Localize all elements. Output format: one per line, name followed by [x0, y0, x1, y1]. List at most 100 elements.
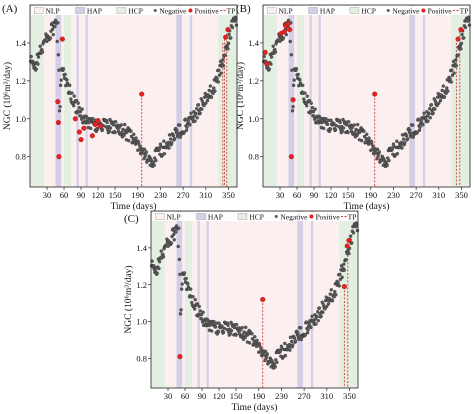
- negative-point: [433, 107, 437, 111]
- x-tick-label: 190: [364, 190, 377, 200]
- positive-point: [95, 118, 101, 124]
- negative-point: [157, 259, 162, 264]
- hcp-band: [339, 211, 358, 388]
- negative-point: [296, 72, 300, 77]
- legend-nlp-swatch: [33, 7, 44, 14]
- negative-point: [113, 130, 117, 135]
- negative-point: [57, 68, 61, 72]
- negative-point: [259, 347, 263, 351]
- hap-band: [309, 5, 312, 187]
- negative-point: [347, 251, 351, 256]
- legend-negative-label: Negative: [392, 7, 420, 16]
- negative-point: [290, 68, 294, 72]
- negative-point: [321, 310, 325, 315]
- positive-point: [346, 237, 352, 244]
- y-tick-label: 0.8: [248, 152, 259, 162]
- negative-point: [208, 84, 213, 88]
- negative-point: [126, 138, 131, 143]
- legend-positive-label: Positive: [316, 213, 341, 222]
- negative-point: [193, 297, 197, 302]
- negative-point: [459, 47, 463, 51]
- negative-point: [197, 304, 201, 309]
- legend-nlp-swatch: [266, 7, 277, 14]
- negative-point: [182, 130, 186, 134]
- negative-point: [306, 328, 310, 332]
- negative-point: [319, 314, 323, 318]
- negative-point: [34, 67, 38, 71]
- y-axis-title: NGC (10⁶m³/day): [123, 265, 134, 333]
- negative-point: [290, 109, 295, 113]
- negative-point: [400, 146, 404, 150]
- negative-point: [421, 123, 425, 127]
- negative-point: [91, 117, 95, 121]
- x-tick-label: 120: [325, 190, 338, 200]
- negative-point: [312, 114, 316, 118]
- negative-point: [247, 341, 252, 345]
- negative-point: [346, 120, 351, 124]
- y-tick-label: 1.2: [136, 280, 147, 290]
- negative-point: [411, 123, 415, 127]
- negative-point: [144, 150, 148, 154]
- negative-point: [395, 151, 400, 156]
- negative-point: [395, 139, 399, 143]
- negative-point: [174, 230, 178, 234]
- negative-point: [310, 106, 315, 110]
- legend-nlp-label: NLP: [46, 7, 60, 16]
- legend-hap-label: HAP: [320, 7, 335, 16]
- negative-point: [198, 309, 203, 313]
- negative-point: [356, 122, 360, 127]
- negative-point: [344, 258, 348, 262]
- negative-point: [338, 272, 342, 277]
- hcp-band: [30, 5, 44, 187]
- negative-point: [162, 151, 167, 156]
- negative-point: [419, 119, 423, 123]
- negative-point: [294, 66, 299, 71]
- negative-point: [456, 53, 460, 57]
- negative-point: [292, 78, 296, 82]
- negative-point: [316, 318, 320, 323]
- negative-point: [304, 320, 309, 324]
- legend: NLP HAP HCP Negative Positive TP: [264, 6, 469, 16]
- negative-point: [222, 326, 226, 330]
- hcp-band: [218, 5, 237, 187]
- positive-point: [81, 125, 87, 131]
- legend-positive-marker: [188, 8, 193, 13]
- negative-point: [278, 39, 282, 43]
- negative-point: [216, 80, 220, 84]
- negative-point: [212, 319, 216, 324]
- positive-point: [344, 243, 350, 249]
- positive-point: [139, 91, 145, 97]
- negative-point: [240, 325, 245, 330]
- negative-point: [203, 91, 207, 96]
- negative-point: [265, 352, 269, 356]
- negative-point: [369, 139, 374, 143]
- positive-point: [78, 137, 84, 143]
- negative-point: [154, 158, 158, 163]
- negative-point: [107, 129, 112, 134]
- negative-point: [316, 310, 320, 314]
- legend-positive-marker: [421, 8, 426, 13]
- negative-point: [234, 322, 239, 327]
- negative-point: [450, 68, 454, 72]
- positive-point: [264, 61, 270, 67]
- negative-point: [170, 141, 174, 145]
- y-tick-label: 0.8: [136, 354, 147, 364]
- negative-point: [454, 64, 459, 68]
- negative-point: [355, 228, 360, 233]
- negative-point: [178, 312, 183, 316]
- negative-point: [362, 129, 366, 133]
- negative-point: [427, 112, 431, 116]
- hcp-band: [64, 5, 71, 187]
- negative-point: [289, 339, 294, 344]
- negative-point: [79, 114, 83, 118]
- negative-point: [80, 107, 84, 111]
- negative-point: [408, 128, 412, 133]
- negative-point: [428, 106, 432, 111]
- negative-point: [323, 307, 327, 311]
- negative-point: [192, 307, 197, 311]
- negative-point: [452, 71, 456, 75]
- negative-point: [459, 41, 464, 46]
- negative-point: [167, 146, 171, 150]
- x-tick-label: 90: [310, 190, 319, 200]
- hap-band: [189, 5, 193, 187]
